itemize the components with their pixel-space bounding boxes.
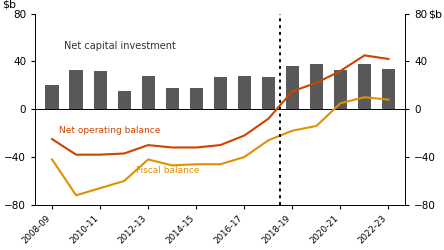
Bar bbox=[358, 64, 371, 109]
Bar bbox=[334, 70, 347, 109]
Bar bbox=[45, 85, 59, 109]
Bar bbox=[190, 88, 203, 109]
Y-axis label: $b: $b bbox=[2, 0, 16, 10]
Bar bbox=[70, 70, 83, 109]
Bar bbox=[214, 77, 227, 109]
Text: Net capital investment: Net capital investment bbox=[64, 42, 176, 51]
Bar bbox=[286, 66, 299, 109]
Text: Fiscal balance: Fiscal balance bbox=[136, 166, 200, 174]
Bar bbox=[262, 77, 275, 109]
Y-axis label: $b: $b bbox=[428, 10, 442, 20]
Bar bbox=[238, 76, 251, 109]
Bar bbox=[94, 71, 107, 109]
Bar bbox=[310, 64, 323, 109]
Bar bbox=[382, 68, 395, 109]
Bar bbox=[142, 76, 155, 109]
Text: Net operating balance: Net operating balance bbox=[59, 126, 161, 135]
Bar bbox=[118, 91, 131, 109]
Bar bbox=[166, 88, 179, 109]
